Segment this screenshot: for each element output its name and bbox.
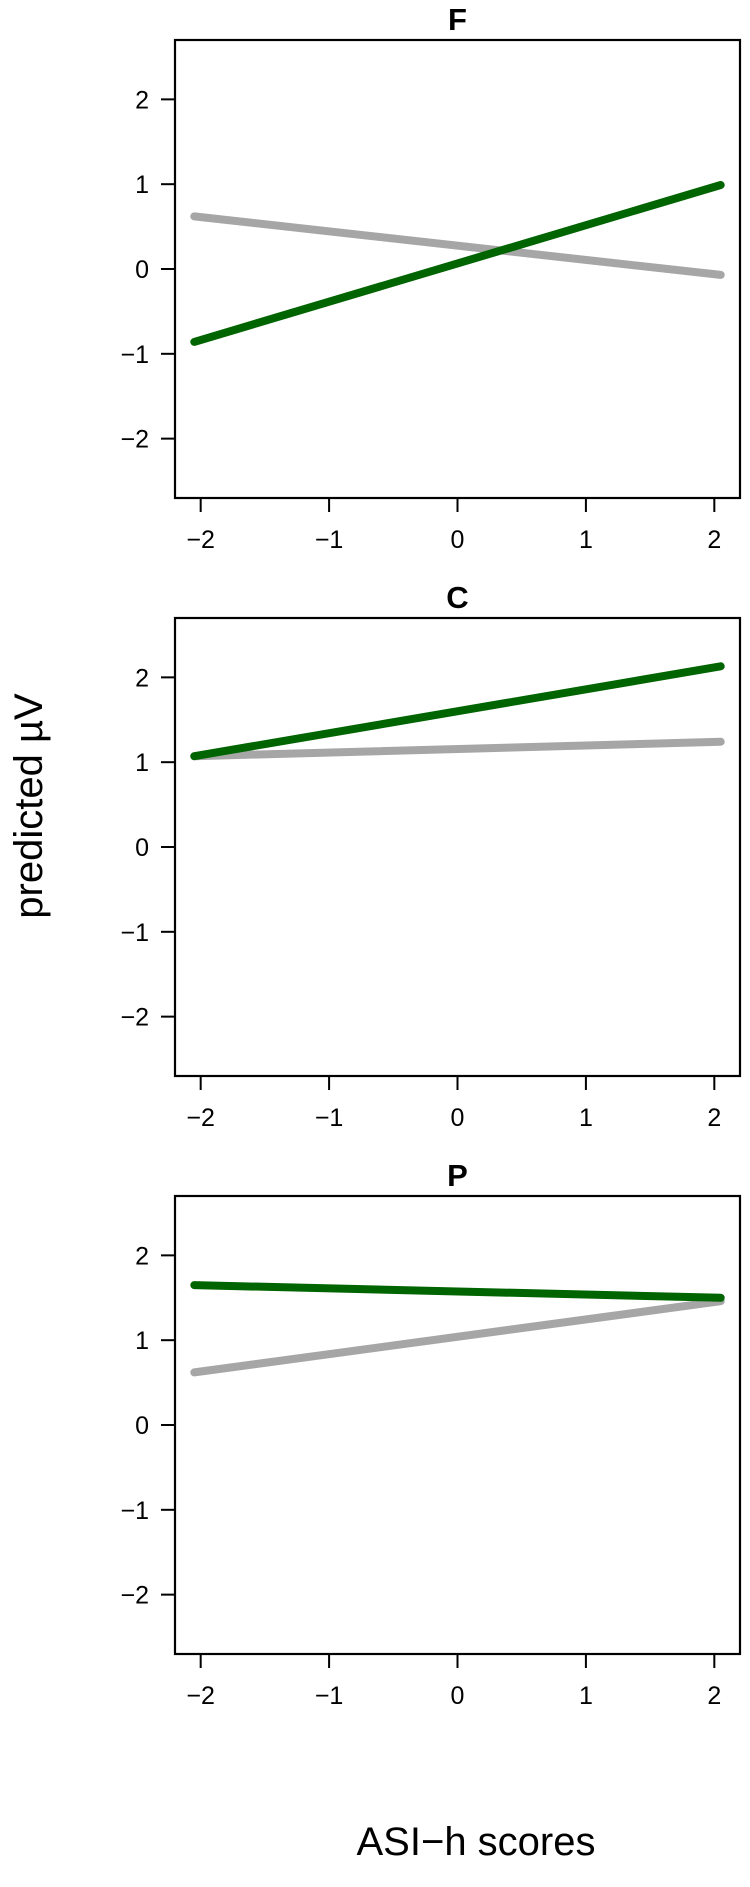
panel-p: P −2 −1 0 1 2 −2 −1 0 1 2: [120, 1158, 742, 1710]
y-tick-label: −2: [120, 1582, 149, 1610]
plot-frame: [173, 1194, 742, 1656]
x-tick-label: −2: [186, 1104, 215, 1132]
x-tick-label: 1: [579, 1104, 593, 1132]
y-tick-label: −2: [120, 1004, 149, 1032]
panels: F −2 −1 0 1 2 −2 −1 0 1 2 C −2 −1 0 1 2 −2 −1 0 1 2 P −2 −1 0 1 2 −2…: [120, 2, 742, 1710]
x-tick-label: −2: [186, 1682, 215, 1710]
x-tick-label: −1: [315, 526, 344, 554]
series-line-1: [190, 212, 725, 279]
y-tick-label: 2: [135, 664, 149, 692]
x-tick-label: −2: [186, 526, 215, 554]
panel-c: C −2 −1 0 1 2 −2 −1 0 1 2: [120, 580, 742, 1132]
panel-f: F −2 −1 0 1 2 −2 −1 0 1 2: [120, 2, 742, 554]
y-tick-label: 0: [135, 834, 149, 862]
y-tick-label: −1: [120, 341, 149, 369]
x-tick-label: 2: [707, 526, 721, 554]
y-tick-label: −1: [120, 919, 149, 947]
x-tick-label: 0: [451, 526, 465, 554]
panel-title: C: [446, 580, 468, 615]
x-tick-label: 0: [451, 1682, 465, 1710]
y-tick-label: 0: [135, 1412, 149, 1440]
x-tick-label: 2: [707, 1104, 721, 1132]
x-tick-label: 0: [451, 1104, 465, 1132]
y-axis-title: predicted µV: [7, 693, 51, 919]
y-tick-label: −2: [120, 426, 149, 454]
series-line-1: [190, 1297, 725, 1377]
panel-title: P: [447, 1158, 468, 1193]
x-tick-label: 2: [707, 1682, 721, 1710]
y-tick-label: 1: [135, 171, 149, 199]
y-tick-label: 2: [135, 1242, 149, 1270]
x-tick-label: −1: [315, 1104, 344, 1132]
x-tick-label: 1: [579, 1682, 593, 1710]
x-tick-label: −1: [315, 1682, 344, 1710]
plot-frame: [173, 616, 742, 1078]
y-tick-label: 0: [135, 256, 149, 284]
x-axis-title: ASI−h scores: [356, 1820, 595, 1864]
x-tick-label: 1: [579, 526, 593, 554]
series-line-2: [190, 1281, 725, 1302]
series-line-2: [190, 181, 725, 346]
y-tick-label: 1: [135, 749, 149, 777]
y-tick-label: 1: [135, 1327, 149, 1355]
y-tick-label: −1: [120, 1497, 149, 1525]
panel-title: F: [448, 2, 467, 37]
series-line-2: [190, 662, 725, 761]
y-tick-label: 2: [135, 86, 149, 114]
series-line-1: [190, 737, 725, 761]
